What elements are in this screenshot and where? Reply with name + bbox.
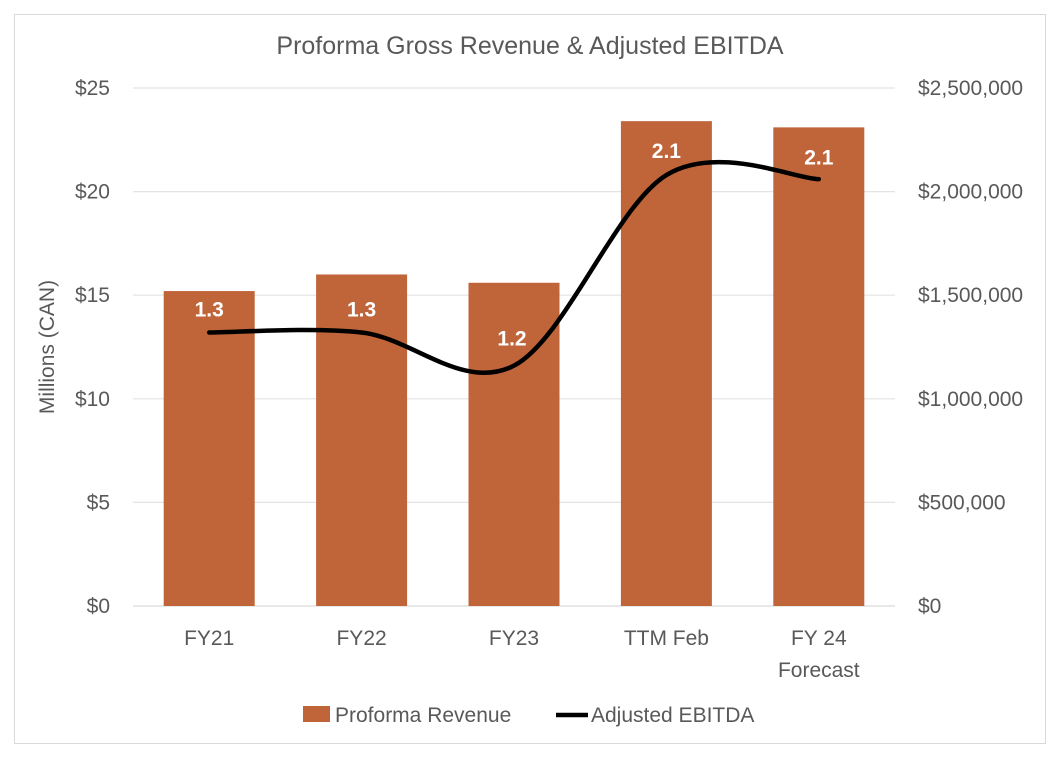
x-category-label: FY21 xyxy=(184,627,234,650)
left-tick-label: $10 xyxy=(75,388,110,411)
x-category-label: FY23 xyxy=(489,627,539,650)
ebitda-data-label: 1.3 xyxy=(195,298,224,321)
gridlines xyxy=(133,87,895,607)
left-tick-label: $0 xyxy=(87,595,110,618)
revenue-bar xyxy=(163,291,255,606)
left-axis-ticks: $0 $5 $10 $15 $20 $25 xyxy=(75,77,110,618)
left-axis-title: Millions (CAN) xyxy=(36,280,59,414)
ebitda-data-label: 1.2 xyxy=(497,328,526,351)
x-category-label: FY22 xyxy=(336,627,386,650)
right-tick-label: $2,000,000 xyxy=(918,181,1023,204)
ebitda-data-labels: 1.3 1.3 1.2 2.1 2.1 xyxy=(195,140,834,350)
legend-label-adjusted-ebitda: Adjusted EBITDA xyxy=(591,704,754,727)
ebitda-data-label: 2.1 xyxy=(652,140,682,163)
ebitda-data-label: 1.3 xyxy=(347,298,376,321)
legend-swatch-proforma-revenue xyxy=(303,706,330,722)
x-category-label: TTM Feb xyxy=(624,627,709,650)
left-tick-label: $5 xyxy=(87,491,110,514)
chart-title: Proforma Gross Revenue & Adjusted EBITDA xyxy=(276,32,783,60)
left-tick-label: $15 xyxy=(75,284,110,307)
x-category-label: Forecast xyxy=(778,659,860,682)
revenue-bar xyxy=(620,121,712,606)
right-tick-label: $2,500,000 xyxy=(918,77,1023,100)
revenue-bar xyxy=(316,274,408,606)
right-tick-label: $500,000 xyxy=(918,491,1006,514)
right-tick-label: $1,500,000 xyxy=(918,284,1023,307)
ebitda-data-label: 2.1 xyxy=(804,146,834,169)
legend: Proforma Revenue Adjusted EBITDA xyxy=(303,704,754,727)
right-axis-ticks: $0 $500,000 $1,000,000 $1,500,000 $2,000,000… xyxy=(918,77,1023,618)
legend-label-proforma-revenue: Proforma Revenue xyxy=(335,704,511,727)
x-category-label: FY 24 xyxy=(791,627,847,650)
x-axis-categories: FY21 FY22 FY23 TTM Feb FY 24 Forecast xyxy=(184,627,860,682)
left-tick-label: $20 xyxy=(75,181,110,204)
left-tick-label: $25 xyxy=(75,77,110,100)
ebitda-line xyxy=(206,159,822,375)
right-tick-label: $1,000,000 xyxy=(918,388,1023,411)
revenue-bar xyxy=(773,127,865,607)
right-tick-label: $0 xyxy=(918,595,941,618)
